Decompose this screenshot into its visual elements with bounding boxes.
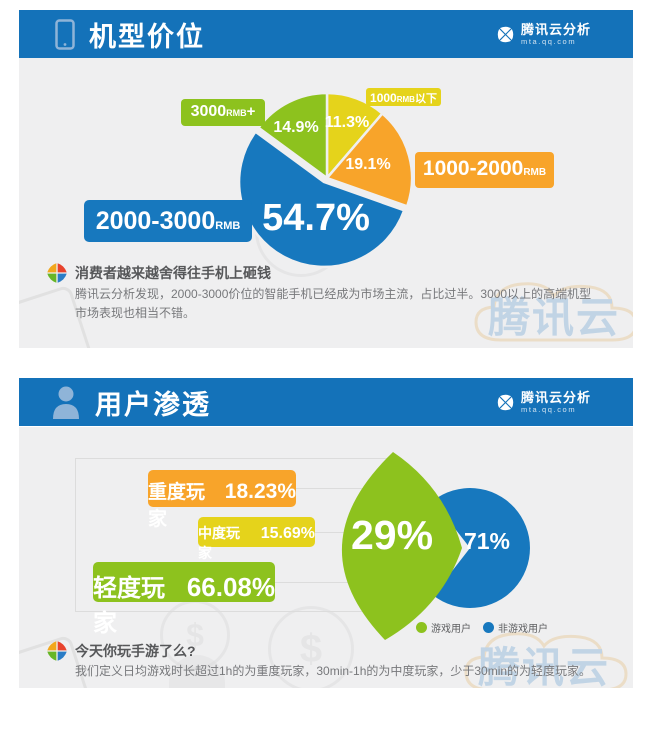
brand-logo: 腾讯云分析 mta.qq.com bbox=[496, 391, 591, 414]
mta-color-logo-icon bbox=[47, 263, 67, 283]
cloud-watermark-text: 腾讯云 bbox=[478, 644, 611, 688]
cloud-watermark: 腾讯云 bbox=[456, 616, 633, 688]
brand-name: 腾讯云分析 bbox=[520, 389, 591, 405]
pie-value-2000-3000: 54.7% bbox=[262, 197, 370, 239]
brand-logo: 腾讯云分析 mta.qq.com bbox=[496, 23, 591, 46]
price-pie-chart: 11.3% 19.1% 54.7% 14.9% bbox=[237, 91, 414, 269]
pie-slice-gaming-leaf bbox=[341, 452, 462, 640]
pie-value-1000-2000: 19.1% bbox=[345, 156, 390, 173]
brand-domain: mta.qq.com bbox=[520, 404, 577, 414]
person-icon bbox=[53, 386, 79, 419]
panel2-body: $ $ 腾讯云 bbox=[19, 427, 633, 688]
connector-line bbox=[275, 582, 392, 583]
coin-watermark: $ bbox=[268, 606, 354, 688]
pie-label-3000-plus: 3000 RMB + bbox=[181, 99, 265, 126]
pie-value-3000-plus: 14.9% bbox=[273, 119, 318, 136]
pie-value-under-1000: 11.3% bbox=[325, 114, 369, 131]
panel1-header: 机型价位 腾讯云分析 mta.qq.com bbox=[19, 10, 633, 58]
legend-dot-non-gaming bbox=[483, 622, 494, 633]
mta-logo-icon bbox=[497, 394, 514, 410]
pie-label-under-1000: 1000 RMB 以下 bbox=[366, 88, 441, 106]
pie-label-2000-3000: 2000-3000 RMB bbox=[84, 200, 252, 242]
gaming-share-value: 29% bbox=[351, 512, 433, 558]
cloud-watermark: 腾讯云 bbox=[466, 266, 633, 348]
cloud-outline-icon bbox=[464, 632, 628, 688]
panel2-header: 用户渗透 腾讯云分析 mta.qq.com bbox=[19, 378, 633, 426]
mid-player-badge: 中度玩家 15.69% bbox=[198, 517, 315, 561]
light-player-badge: 轻度玩家 66.08% bbox=[93, 562, 275, 637]
legend-dot-gaming bbox=[416, 622, 427, 633]
heavy-player-badge: 重度玩家 18.23% bbox=[148, 470, 296, 530]
page-title: 机型价位 bbox=[89, 21, 205, 52]
non-gaming-share-value: 71% bbox=[464, 528, 510, 554]
note2-title: 今天你玩手游了么? bbox=[75, 643, 196, 659]
phone-icon bbox=[55, 18, 75, 50]
page-title: 用户渗透 bbox=[95, 389, 211, 420]
legend-item-gaming: 游戏用户 bbox=[416, 620, 471, 635]
legend: 游戏用户 非游戏用户 bbox=[416, 620, 548, 635]
pie-slice-1000-2000 bbox=[325, 112, 414, 208]
pie-label-1000-2000: 1000-2000 RMB bbox=[415, 152, 554, 188]
note1-body: 腾讯云分析发现，2000-3000价位的智能手机已经成为市场主流，占比过半。30… bbox=[75, 287, 592, 320]
legend-item-non-gaming: 非游戏用户 bbox=[483, 620, 548, 635]
note1-title: 消费者越来越舍得往手机上砸钱 bbox=[75, 265, 271, 281]
mta-color-logo-icon bbox=[47, 641, 67, 661]
cloud-watermark-text: 腾讯云 bbox=[488, 294, 621, 341]
panel-user-penetration: 用户渗透 腾讯云分析 mta.qq.com $ $ bbox=[19, 378, 633, 688]
pie-slice-2000-3000 bbox=[237, 130, 406, 269]
pie-slice-non-gaming bbox=[433, 488, 530, 608]
cloud-outline-icon bbox=[474, 282, 633, 342]
note2-body: 我们定义日均游戏时长超过1h的为重度玩家，30min-1h的为中度玩家，少于30… bbox=[75, 664, 592, 678]
mta-logo-icon bbox=[497, 26, 514, 42]
penetration-pie-chart: 29% 71% bbox=[341, 452, 530, 640]
connector-line bbox=[296, 488, 392, 489]
brand-name: 腾讯云分析 bbox=[520, 21, 591, 37]
brand-domain: mta.qq.com bbox=[520, 36, 577, 46]
